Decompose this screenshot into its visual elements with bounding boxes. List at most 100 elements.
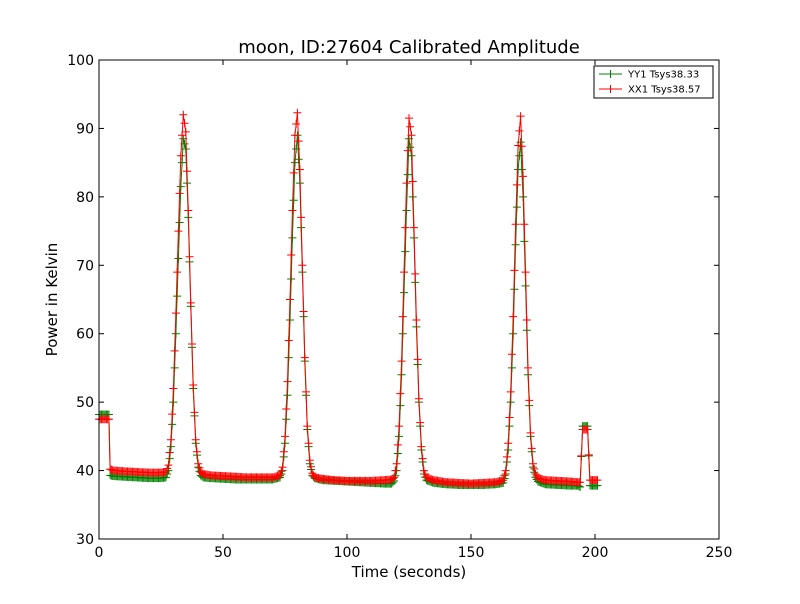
x-tick-label: 50 bbox=[214, 545, 232, 561]
ticks-layer: 0 50 100 150 200 250 30 40 50 60 70 80 90 100 bbox=[67, 53, 732, 561]
data-point bbox=[417, 442, 426, 451]
data-point bbox=[287, 274, 296, 283]
data-point bbox=[400, 268, 409, 277]
data-point bbox=[392, 459, 401, 468]
y-axis-label: Power in Kelvin bbox=[43, 243, 61, 357]
data-point bbox=[279, 447, 288, 456]
data-point bbox=[278, 463, 287, 472]
x-tick-label: 250 bbox=[706, 545, 733, 561]
data-point bbox=[531, 469, 540, 478]
data-point bbox=[186, 298, 195, 307]
data-point bbox=[173, 268, 182, 277]
data-point bbox=[283, 391, 292, 400]
data-point bbox=[520, 220, 529, 229]
data-point bbox=[413, 355, 422, 364]
legend-label: YY1 Tsys38.33 bbox=[627, 70, 699, 81]
data-point bbox=[289, 196, 298, 205]
legend: YY1 Tsys38.33 XX1 Tsys38.57 bbox=[593, 65, 714, 99]
data-point bbox=[169, 384, 178, 393]
data-point bbox=[181, 127, 190, 136]
data-point bbox=[178, 158, 187, 167]
data-point bbox=[287, 251, 296, 260]
data-point bbox=[163, 464, 172, 473]
data-point bbox=[391, 466, 400, 475]
data-point bbox=[511, 220, 520, 229]
data-point bbox=[175, 218, 184, 227]
data-point bbox=[165, 448, 174, 457]
y-tick-label: 90 bbox=[76, 121, 94, 137]
data-point bbox=[400, 288, 409, 297]
data-point bbox=[524, 363, 533, 372]
data-point bbox=[276, 471, 285, 480]
data-point bbox=[180, 119, 189, 128]
data-point bbox=[401, 223, 410, 232]
data-point bbox=[189, 381, 198, 390]
data-point bbox=[170, 363, 179, 372]
data-point bbox=[402, 179, 411, 188]
y-tick-label: 60 bbox=[76, 327, 94, 343]
data-point bbox=[395, 422, 404, 431]
data-point bbox=[299, 307, 308, 316]
x-tick-label: 100 bbox=[334, 545, 361, 561]
data-point bbox=[277, 467, 286, 476]
data-point bbox=[388, 474, 397, 483]
data-point bbox=[300, 353, 309, 362]
data-point bbox=[303, 422, 312, 431]
y-tick-label: 40 bbox=[76, 464, 94, 480]
data-point bbox=[403, 170, 412, 179]
data-point bbox=[166, 435, 175, 444]
data-point bbox=[408, 177, 417, 186]
data-point bbox=[192, 447, 201, 456]
data-point bbox=[173, 292, 182, 301]
data-point bbox=[171, 329, 180, 338]
data-point bbox=[284, 336, 293, 345]
data-point bbox=[527, 444, 536, 453]
data-point bbox=[402, 206, 411, 215]
data-point bbox=[178, 131, 187, 140]
data-point bbox=[511, 240, 520, 249]
data-point bbox=[414, 394, 423, 403]
data-point bbox=[298, 261, 307, 270]
data-point bbox=[308, 469, 317, 478]
data-point bbox=[509, 312, 518, 321]
data-point bbox=[401, 247, 410, 256]
data-point bbox=[288, 233, 297, 242]
data-point bbox=[412, 316, 421, 325]
data-point bbox=[516, 112, 525, 121]
data-point bbox=[170, 346, 179, 355]
data-point bbox=[195, 463, 204, 472]
data-point bbox=[294, 137, 303, 146]
data-point bbox=[510, 266, 519, 275]
data-point bbox=[406, 122, 415, 131]
data-point bbox=[398, 312, 407, 321]
data-point bbox=[593, 476, 602, 485]
data-point bbox=[190, 408, 199, 417]
legend-label: XX1 Tsys38.57 bbox=[628, 85, 701, 96]
data-point bbox=[529, 459, 537, 468]
data-point bbox=[502, 452, 511, 461]
data-point bbox=[295, 165, 304, 174]
data-point bbox=[397, 357, 406, 366]
data-point bbox=[304, 439, 313, 448]
data-point bbox=[506, 387, 515, 396]
data-point bbox=[285, 316, 294, 325]
data-point bbox=[517, 165, 526, 174]
data-point bbox=[290, 131, 299, 140]
chart-title: moon, ID:27604 Calibrated Amplitude bbox=[238, 37, 580, 58]
data-point bbox=[104, 415, 113, 424]
x-tick-label: 200 bbox=[582, 545, 609, 561]
data-point bbox=[522, 316, 531, 325]
data-point bbox=[281, 432, 289, 441]
data-point bbox=[191, 435, 200, 444]
data-point bbox=[288, 206, 297, 215]
data-point bbox=[174, 227, 183, 236]
data-point bbox=[393, 440, 402, 449]
y-tick-label: 70 bbox=[76, 258, 94, 274]
data-point bbox=[525, 396, 534, 405]
data-point bbox=[161, 467, 170, 476]
data-point bbox=[307, 462, 316, 471]
data-point bbox=[169, 398, 178, 407]
data-point bbox=[418, 454, 427, 463]
